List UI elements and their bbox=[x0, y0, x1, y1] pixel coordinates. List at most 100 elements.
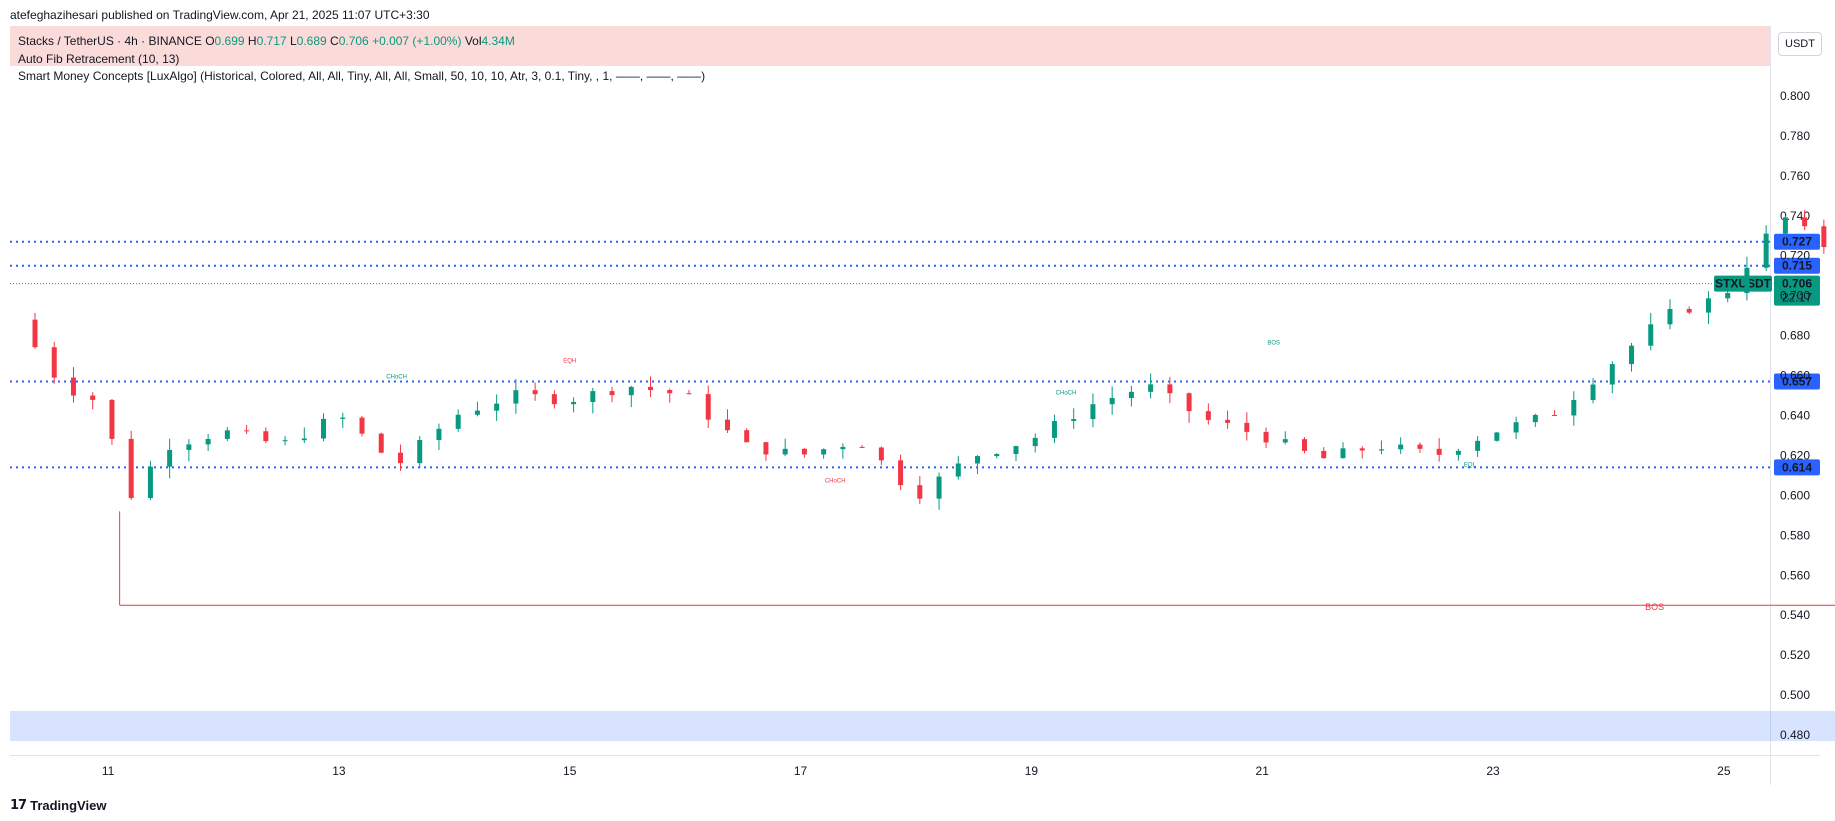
candle-body bbox=[1302, 439, 1308, 451]
candle-body bbox=[1417, 444, 1423, 449]
y-tick-label: 0.500 bbox=[1780, 688, 1810, 702]
candle-body bbox=[301, 438, 307, 441]
candle-body bbox=[1109, 398, 1115, 405]
candle-body bbox=[1667, 308, 1673, 325]
candle-body bbox=[205, 438, 211, 445]
symbol-name[interactable]: Stacks / TetherUS · 4h · BINANCE bbox=[18, 34, 202, 48]
candle-body bbox=[1205, 411, 1211, 420]
smc-label: BOS bbox=[1267, 341, 1280, 347]
candle-body bbox=[1090, 404, 1096, 420]
x-tick-label: 17 bbox=[794, 764, 808, 778]
smc-label: CHoCH bbox=[825, 478, 846, 484]
candle-body bbox=[1629, 345, 1635, 365]
candle-body bbox=[801, 448, 807, 455]
candle-body bbox=[1263, 431, 1269, 443]
close-value: 0.706 bbox=[338, 34, 369, 48]
candle-body bbox=[1802, 217, 1808, 227]
candle-body bbox=[1821, 226, 1827, 248]
level-price-label: 0.727 bbox=[1782, 235, 1812, 249]
candle-body bbox=[1378, 449, 1384, 451]
x-tick-label: 23 bbox=[1486, 764, 1500, 778]
candle-body bbox=[1282, 439, 1288, 443]
candle-body bbox=[955, 463, 961, 477]
last-price-box bbox=[1774, 275, 1820, 306]
y-tick-label: 0.660 bbox=[1780, 369, 1810, 383]
candle-body bbox=[321, 418, 327, 439]
candle-body bbox=[167, 449, 173, 467]
level-price-label: 0.657 bbox=[1782, 375, 1812, 389]
candle-body bbox=[1513, 422, 1519, 433]
candle-body bbox=[763, 442, 769, 455]
candle-body bbox=[1705, 298, 1711, 313]
x-tick-label: 15 bbox=[563, 764, 577, 778]
candle-body bbox=[1571, 399, 1577, 416]
candle-body bbox=[1648, 324, 1654, 346]
y-tick-label: 0.540 bbox=[1780, 608, 1810, 622]
candle-body bbox=[1436, 448, 1442, 455]
candle-body bbox=[109, 399, 115, 439]
candle-body bbox=[1051, 421, 1057, 438]
candle-body bbox=[648, 386, 654, 391]
candle-body bbox=[667, 390, 673, 394]
y-tick-label: 0.760 bbox=[1780, 169, 1810, 183]
candle-body bbox=[1609, 364, 1615, 385]
candle-body bbox=[1167, 384, 1173, 394]
open-label: O bbox=[205, 34, 215, 48]
candle-body bbox=[551, 394, 557, 405]
candle-body bbox=[917, 485, 923, 499]
candle-body bbox=[878, 447, 884, 461]
candle-body bbox=[474, 410, 480, 415]
x-tick-label: 13 bbox=[332, 764, 346, 778]
candle-body bbox=[532, 390, 538, 395]
candle-body bbox=[1475, 440, 1481, 451]
candle-body bbox=[1186, 393, 1192, 412]
volume-value: 4.34M bbox=[481, 34, 515, 48]
ohlc-legend[interactable]: Stacks / TetherUS · 4h · BINANCE O0.699 … bbox=[18, 34, 515, 48]
level-price-label: 0.715 bbox=[1782, 259, 1812, 273]
candle-body bbox=[224, 430, 230, 439]
candle-body bbox=[1532, 414, 1538, 423]
candle-body bbox=[590, 391, 596, 402]
low-value: 0.689 bbox=[296, 34, 327, 48]
candle-body bbox=[1128, 391, 1134, 399]
candle-body bbox=[782, 448, 788, 455]
smc-label: EQL bbox=[1464, 462, 1477, 468]
candle-body bbox=[436, 428, 442, 440]
currency-button[interactable]: USDT bbox=[1778, 32, 1822, 56]
candle-body bbox=[359, 417, 365, 434]
candle-body bbox=[609, 391, 615, 396]
candle-body bbox=[705, 394, 711, 420]
indicator-smc-legend[interactable]: Smart Money Concepts [LuxAlgo] (Historic… bbox=[18, 69, 706, 83]
candle-body bbox=[686, 393, 692, 395]
y-tick-label: 0.640 bbox=[1780, 408, 1810, 422]
candle-body bbox=[1455, 450, 1461, 455]
ticker-label: STXUSDT bbox=[1715, 277, 1772, 291]
candle-body bbox=[455, 414, 461, 429]
candle-body bbox=[1590, 384, 1596, 400]
level-price-box bbox=[1774, 257, 1820, 274]
candle-body bbox=[417, 439, 423, 464]
candle-body bbox=[1686, 308, 1692, 313]
y-tick-label: 0.680 bbox=[1780, 329, 1810, 343]
candle-body bbox=[898, 460, 904, 486]
candle-body bbox=[1494, 432, 1500, 441]
y-tick-label: 0.700 bbox=[1780, 289, 1810, 303]
candle-body bbox=[397, 452, 403, 464]
candle-body bbox=[724, 419, 730, 431]
candle-body bbox=[840, 446, 846, 450]
indicator-fib-legend[interactable]: Auto Fib Retracement (10, 13) bbox=[18, 52, 180, 66]
open-value: 0.699 bbox=[214, 34, 245, 48]
last-price-label: 0.706 bbox=[1782, 277, 1812, 291]
candle-body bbox=[128, 438, 134, 499]
smc-label: EQH bbox=[563, 359, 576, 365]
candle-body bbox=[70, 377, 76, 396]
y-tick-label: 0.560 bbox=[1780, 568, 1810, 582]
tradingview-brand[interactable]: 𝟭𝟳 TradingView bbox=[10, 797, 106, 813]
y-tick-label: 0.620 bbox=[1780, 448, 1810, 462]
y-tick-label: 0.720 bbox=[1780, 249, 1810, 263]
y-tick-label: 0.580 bbox=[1780, 528, 1810, 542]
level-price-label: 0.614 bbox=[1782, 460, 1812, 474]
bottom-zone bbox=[10, 711, 1835, 742]
low-label: L bbox=[289, 34, 297, 48]
